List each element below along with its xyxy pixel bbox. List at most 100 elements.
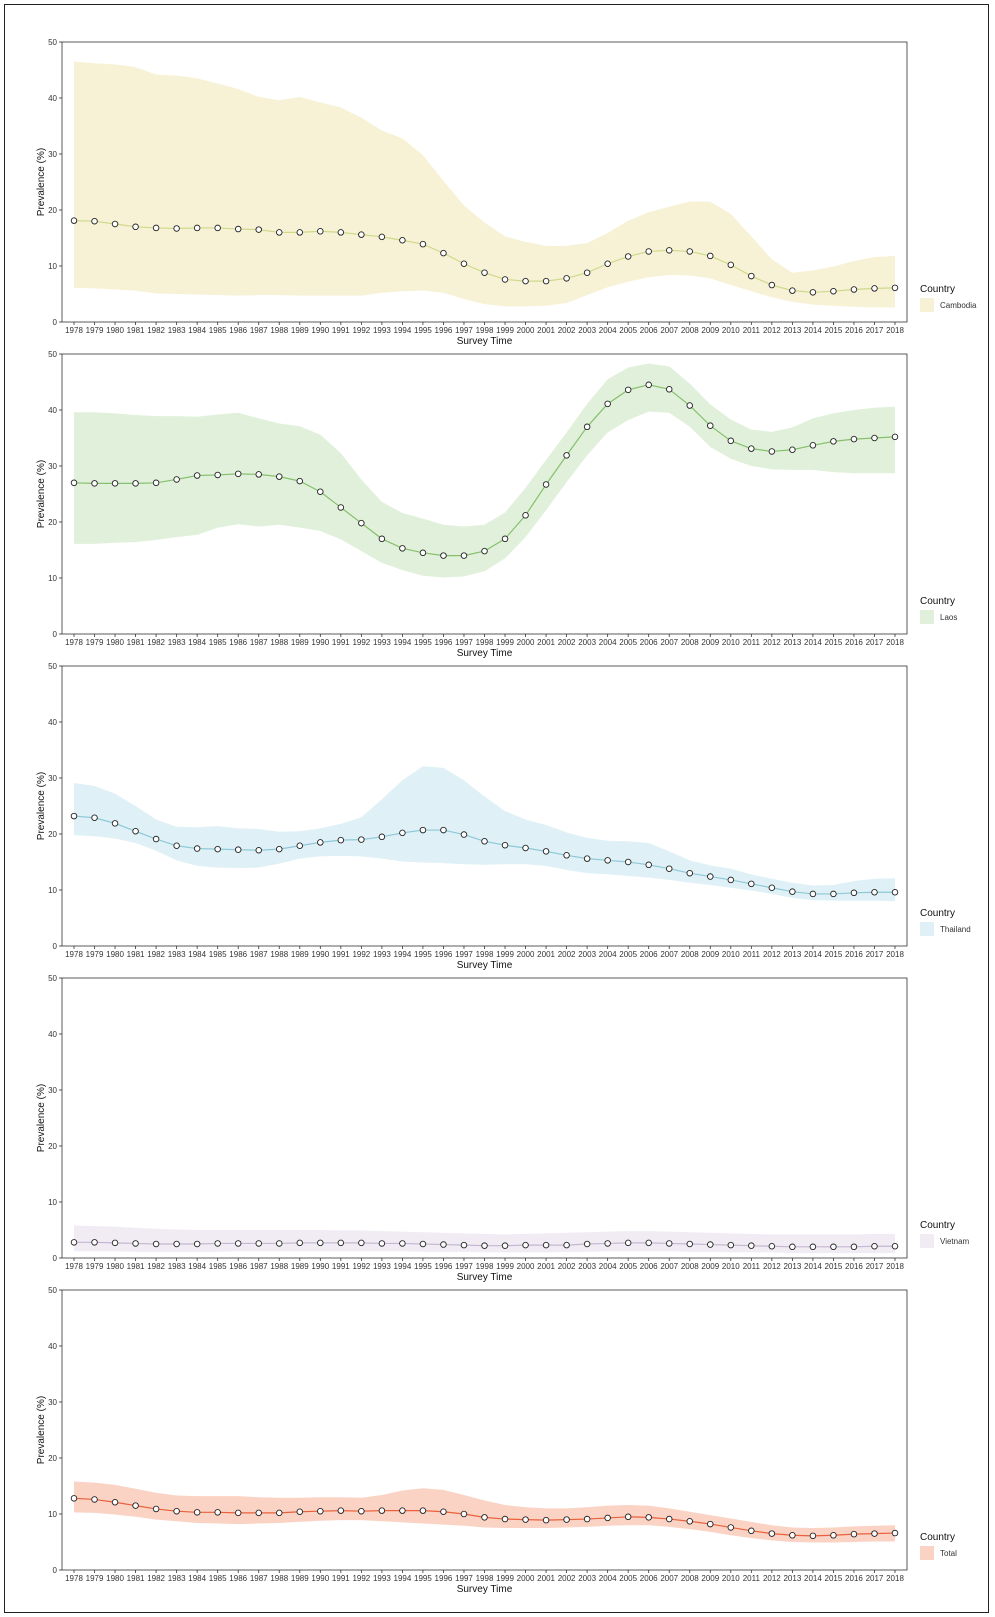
y-tick-label: 0 — [53, 318, 58, 327]
data-point — [768, 1242, 776, 1250]
legend-title: Country — [920, 1220, 955, 1231]
data-point — [665, 1240, 673, 1247]
data-point — [91, 480, 98, 487]
x-tick-label: 1989 — [291, 326, 309, 335]
data-point — [193, 1240, 201, 1248]
x-tick-label: 2012 — [763, 638, 781, 647]
data-point — [317, 1239, 324, 1247]
data-point — [665, 865, 673, 872]
data-point — [132, 1502, 139, 1509]
x-tick-label: 2002 — [558, 638, 576, 647]
x-tick-label: 2015 — [825, 1262, 843, 1271]
data-point — [481, 1514, 488, 1521]
data-point — [501, 535, 509, 543]
data-point — [727, 437, 735, 445]
x-tick-label: 1994 — [394, 950, 412, 959]
data-point — [296, 477, 304, 485]
x-tick-label: 1993 — [373, 950, 391, 959]
x-axis-label: Survey Time — [457, 336, 513, 347]
data-point — [665, 386, 673, 393]
x-tick-label: 1987 — [250, 1262, 268, 1271]
data-point — [152, 224, 160, 232]
data-point — [542, 277, 550, 285]
y-tick-label: 40 — [48, 1030, 57, 1039]
x-tick-label: 1995 — [414, 1262, 432, 1271]
legend-label: Laos — [940, 613, 957, 622]
data-point — [255, 471, 262, 478]
data-point — [748, 880, 755, 888]
x-tick-label: 1985 — [209, 1262, 227, 1271]
x-tick-label: 2017 — [866, 1574, 884, 1583]
data-point — [460, 260, 468, 268]
x-tick-label: 1991 — [332, 1574, 350, 1583]
x-tick-label: 1991 — [332, 950, 350, 959]
legend-swatch — [920, 1234, 934, 1248]
data-point — [378, 833, 386, 841]
x-tick-label: 1979 — [86, 1262, 104, 1271]
x-tick-label: 2010 — [722, 326, 740, 335]
data-point — [604, 1514, 611, 1522]
x-tick-label: 1985 — [209, 1574, 227, 1583]
data-point — [419, 240, 427, 248]
x-tick-label: 1996 — [435, 950, 453, 959]
data-point — [152, 1240, 160, 1248]
legend-title: Country — [920, 596, 955, 607]
x-tick-label: 1997 — [455, 950, 473, 959]
data-point — [111, 480, 119, 487]
x-tick-label: 2012 — [763, 1262, 781, 1271]
x-tick-label: 1995 — [414, 326, 432, 335]
data-point — [727, 1241, 735, 1249]
x-tick-label: 2003 — [578, 326, 596, 335]
data-point — [255, 846, 262, 854]
data-point — [91, 217, 98, 225]
x-tick-label: 1992 — [352, 950, 370, 959]
y-tick-label: 20 — [48, 1454, 57, 1463]
x-tick-label: 1978 — [65, 950, 83, 959]
x-tick-label: 2003 — [578, 1262, 596, 1271]
x-tick-label: 2007 — [660, 1262, 678, 1271]
data-point — [460, 552, 468, 559]
data-point — [255, 1509, 262, 1517]
x-tick-label: 2009 — [701, 950, 719, 959]
data-point — [358, 519, 365, 527]
y-tick-label: 20 — [48, 830, 57, 839]
y-tick-label: 40 — [48, 406, 57, 415]
x-axis-label: Survey Time — [457, 648, 513, 659]
data-point — [624, 858, 632, 866]
x-tick-label: 1989 — [291, 1574, 309, 1583]
x-tick-label: 2013 — [783, 1262, 801, 1271]
data-point — [891, 284, 899, 292]
x-tick-label: 2006 — [640, 1262, 658, 1271]
data-point — [378, 1240, 386, 1247]
x-tick-label: 1994 — [394, 326, 412, 335]
y-tick-label: 30 — [48, 150, 57, 159]
y-tick-label: 10 — [48, 1198, 57, 1207]
data-point — [440, 552, 447, 559]
y-tick-label: 40 — [48, 94, 57, 103]
data-point — [542, 848, 550, 855]
y-tick-label: 10 — [48, 574, 57, 583]
x-tick-label: 2000 — [517, 1574, 535, 1583]
data-point — [234, 470, 242, 478]
x-tick-label: 1986 — [229, 1574, 247, 1583]
data-point — [850, 1243, 858, 1251]
x-tick-label: 1997 — [455, 326, 473, 335]
y-axis-label: Prevalence (%) — [36, 460, 47, 528]
data-point — [70, 1239, 78, 1246]
data-point — [276, 1240, 283, 1247]
data-point — [193, 1509, 201, 1516]
data-point — [891, 1242, 899, 1250]
data-point — [563, 275, 570, 282]
data-point — [214, 1509, 221, 1516]
data-point — [789, 287, 796, 294]
data-point — [850, 1530, 858, 1538]
x-tick-label: 1986 — [229, 638, 247, 647]
data-point — [583, 855, 591, 862]
data-point — [789, 446, 796, 454]
confidence-band — [74, 61, 895, 308]
x-tick-label: 1982 — [147, 638, 165, 647]
data-point — [440, 1508, 447, 1516]
x-tick-label: 1994 — [394, 1262, 412, 1271]
x-tick-label: 2004 — [599, 1262, 617, 1271]
